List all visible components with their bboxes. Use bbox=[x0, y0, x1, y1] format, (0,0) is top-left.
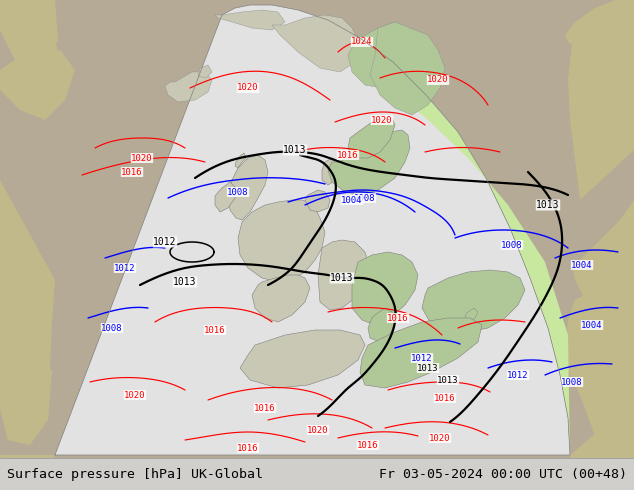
Polygon shape bbox=[0, 0, 55, 85]
Polygon shape bbox=[348, 22, 415, 88]
Text: 1004: 1004 bbox=[571, 261, 593, 270]
Text: 1016: 1016 bbox=[121, 168, 143, 176]
Polygon shape bbox=[352, 252, 418, 325]
Text: 1020: 1020 bbox=[307, 425, 329, 435]
Polygon shape bbox=[0, 180, 55, 360]
Polygon shape bbox=[570, 400, 634, 490]
Polygon shape bbox=[465, 308, 478, 322]
Text: Fr 03-05-2024 00:00 UTC (00+48): Fr 03-05-2024 00:00 UTC (00+48) bbox=[379, 467, 627, 481]
Text: 1016: 1016 bbox=[204, 325, 226, 335]
Polygon shape bbox=[565, 250, 634, 490]
Text: 1013: 1013 bbox=[283, 145, 307, 155]
Polygon shape bbox=[422, 270, 525, 332]
Text: 1013: 1013 bbox=[417, 364, 439, 372]
Polygon shape bbox=[360, 318, 482, 388]
Text: 1020: 1020 bbox=[124, 391, 146, 399]
Polygon shape bbox=[235, 153, 246, 168]
Text: 1016: 1016 bbox=[254, 403, 276, 413]
Polygon shape bbox=[165, 72, 212, 102]
Polygon shape bbox=[568, 0, 634, 200]
Text: 1020: 1020 bbox=[429, 434, 451, 442]
Text: 1013: 1013 bbox=[330, 273, 354, 283]
Text: 1013: 1013 bbox=[536, 200, 560, 210]
Polygon shape bbox=[240, 330, 365, 388]
Polygon shape bbox=[322, 158, 340, 185]
Polygon shape bbox=[0, 350, 52, 445]
Polygon shape bbox=[228, 155, 268, 220]
Polygon shape bbox=[345, 38, 570, 455]
Text: 1012: 1012 bbox=[153, 237, 177, 247]
Text: 1016: 1016 bbox=[337, 150, 359, 160]
Text: 1020: 1020 bbox=[372, 116, 392, 124]
Polygon shape bbox=[215, 182, 236, 212]
Text: 1020: 1020 bbox=[237, 83, 259, 93]
Polygon shape bbox=[565, 0, 634, 45]
Polygon shape bbox=[305, 190, 330, 212]
Text: 1016: 1016 bbox=[237, 443, 259, 452]
Text: 1020: 1020 bbox=[427, 75, 449, 84]
Text: 1008: 1008 bbox=[354, 194, 376, 202]
Polygon shape bbox=[0, 40, 60, 100]
Text: 1008: 1008 bbox=[227, 188, 249, 196]
Polygon shape bbox=[572, 200, 634, 350]
Text: 1013: 1013 bbox=[173, 277, 197, 287]
Polygon shape bbox=[0, 0, 58, 70]
Polygon shape bbox=[215, 10, 285, 30]
Text: 1008: 1008 bbox=[501, 241, 523, 249]
Text: 1016: 1016 bbox=[357, 441, 378, 449]
Polygon shape bbox=[0, 220, 52, 400]
Polygon shape bbox=[368, 308, 395, 342]
Text: 1004: 1004 bbox=[341, 196, 363, 204]
Text: 1020: 1020 bbox=[131, 153, 153, 163]
Polygon shape bbox=[272, 15, 360, 72]
Bar bbox=[0, 458, 634, 490]
Polygon shape bbox=[55, 22, 570, 455]
Polygon shape bbox=[328, 130, 410, 195]
Polygon shape bbox=[0, 455, 55, 490]
Polygon shape bbox=[198, 65, 212, 78]
Text: 1013: 1013 bbox=[437, 375, 459, 385]
Text: 1012: 1012 bbox=[411, 353, 433, 363]
Text: 1012: 1012 bbox=[114, 264, 136, 272]
Polygon shape bbox=[55, 5, 570, 455]
Polygon shape bbox=[348, 118, 395, 158]
Text: 1004: 1004 bbox=[581, 320, 603, 329]
Text: Surface pressure [hPa] UK-Global: Surface pressure [hPa] UK-Global bbox=[7, 467, 263, 481]
Text: 1008: 1008 bbox=[101, 323, 123, 333]
Polygon shape bbox=[252, 275, 310, 322]
Text: 1016: 1016 bbox=[387, 314, 409, 322]
Text: 1008: 1008 bbox=[561, 377, 583, 387]
Polygon shape bbox=[0, 50, 75, 120]
Polygon shape bbox=[370, 22, 445, 115]
Text: 1012: 1012 bbox=[507, 370, 529, 379]
Polygon shape bbox=[238, 200, 325, 282]
Text: 1016: 1016 bbox=[434, 393, 456, 402]
Polygon shape bbox=[318, 240, 370, 310]
Text: 1024: 1024 bbox=[351, 38, 373, 47]
